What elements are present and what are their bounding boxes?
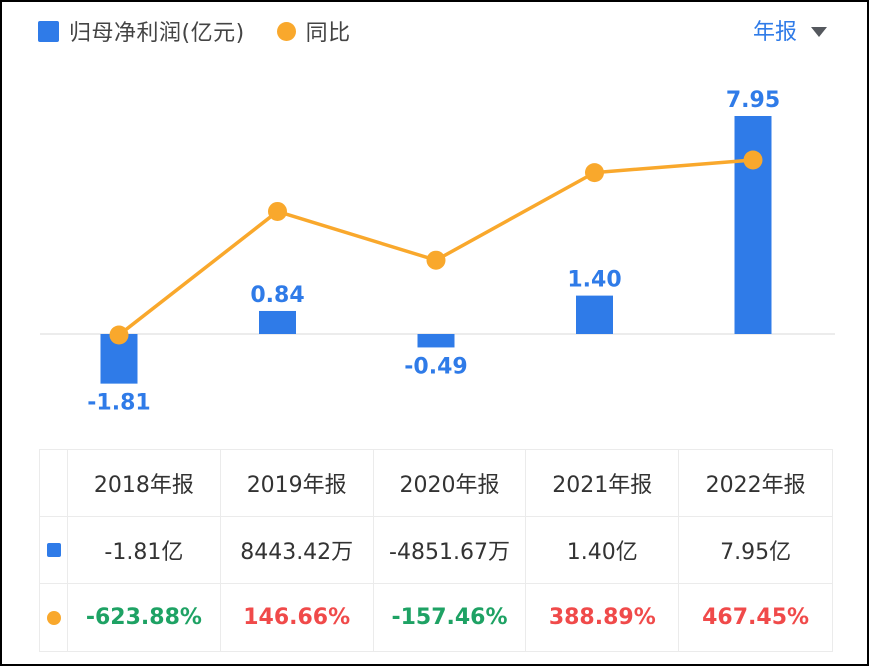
orange-dot-icon bbox=[276, 21, 296, 41]
period-selector[interactable]: 年报 bbox=[753, 14, 827, 46]
yoy-cell: 146.66% bbox=[221, 584, 374, 651]
blue-square-icon bbox=[46, 543, 61, 557]
yoy-cell: -623.88% bbox=[68, 584, 221, 651]
bar-2022年报 bbox=[734, 116, 772, 334]
table-corner-cell bbox=[40, 450, 68, 517]
row-icon-cell bbox=[40, 584, 68, 651]
period-selector-label: 年报 bbox=[752, 20, 797, 45]
row-icon-cell bbox=[40, 517, 68, 584]
profit-cell: 8443.42万 bbox=[220, 517, 374, 584]
column-header: 2018年报 bbox=[68, 450, 221, 517]
profit-cell: -4851.67万 bbox=[373, 517, 527, 584]
bar-value-label: 7.95 bbox=[726, 88, 780, 113]
yoy-line bbox=[117, 158, 755, 337]
yoy-cell: 388.89% bbox=[526, 584, 680, 651]
legend-bar-label: 归母净利润(亿元) bbox=[69, 21, 245, 46]
bar-2020年报 bbox=[417, 334, 455, 348]
legend-line-label: 同比 bbox=[305, 21, 351, 46]
combo-chart: -1.81 0.84 -0.49 1.40 7.95 bbox=[40, 88, 835, 416]
bar-2021年报 bbox=[576, 295, 613, 334]
column-header: 2019年报 bbox=[220, 450, 374, 517]
yoy-cell: 467.45% bbox=[702, 605, 810, 630]
chevron-down-icon bbox=[811, 26, 827, 37]
bar-value-label: 1.40 bbox=[567, 268, 621, 293]
legend-item-net-profit: 归母净利润(亿元) bbox=[38, 15, 245, 47]
bar-value-label: -1.81 bbox=[87, 391, 150, 416]
yoy-point-2022年报 bbox=[743, 150, 763, 170]
column-header: 2020年报 bbox=[373, 450, 527, 517]
blue-square-icon bbox=[38, 20, 59, 42]
yoy-point-2020年报 bbox=[426, 250, 446, 270]
profit-cell: -1.81亿 bbox=[68, 517, 221, 584]
financials-table: 2018年报 2019年报 2020年报 2021年报 2022年报 -1.81亿 8443… bbox=[39, 449, 833, 652]
bar-value-label: 0.84 bbox=[250, 283, 304, 308]
column-header: 2021年报 bbox=[526, 450, 680, 517]
chart-legend: 归母净利润(亿元) 同比 bbox=[38, 15, 351, 47]
orange-dot-icon bbox=[46, 610, 61, 625]
legend-item-yoy: 同比 bbox=[245, 15, 351, 47]
column-header: 2022年报 bbox=[679, 450, 832, 517]
yoy-point-2019年报 bbox=[268, 201, 287, 221]
yoy-cell: -157.46% bbox=[374, 584, 527, 651]
yoy-point-2018年报 bbox=[109, 325, 129, 345]
bar-value-label: -0.49 bbox=[404, 354, 467, 379]
yoy-point-2021年报 bbox=[585, 163, 604, 183]
profit-cell: 1.40亿 bbox=[526, 517, 680, 584]
profit-cell: 7.95亿 bbox=[679, 517, 832, 584]
bar-2019年报 bbox=[259, 310, 296, 334]
